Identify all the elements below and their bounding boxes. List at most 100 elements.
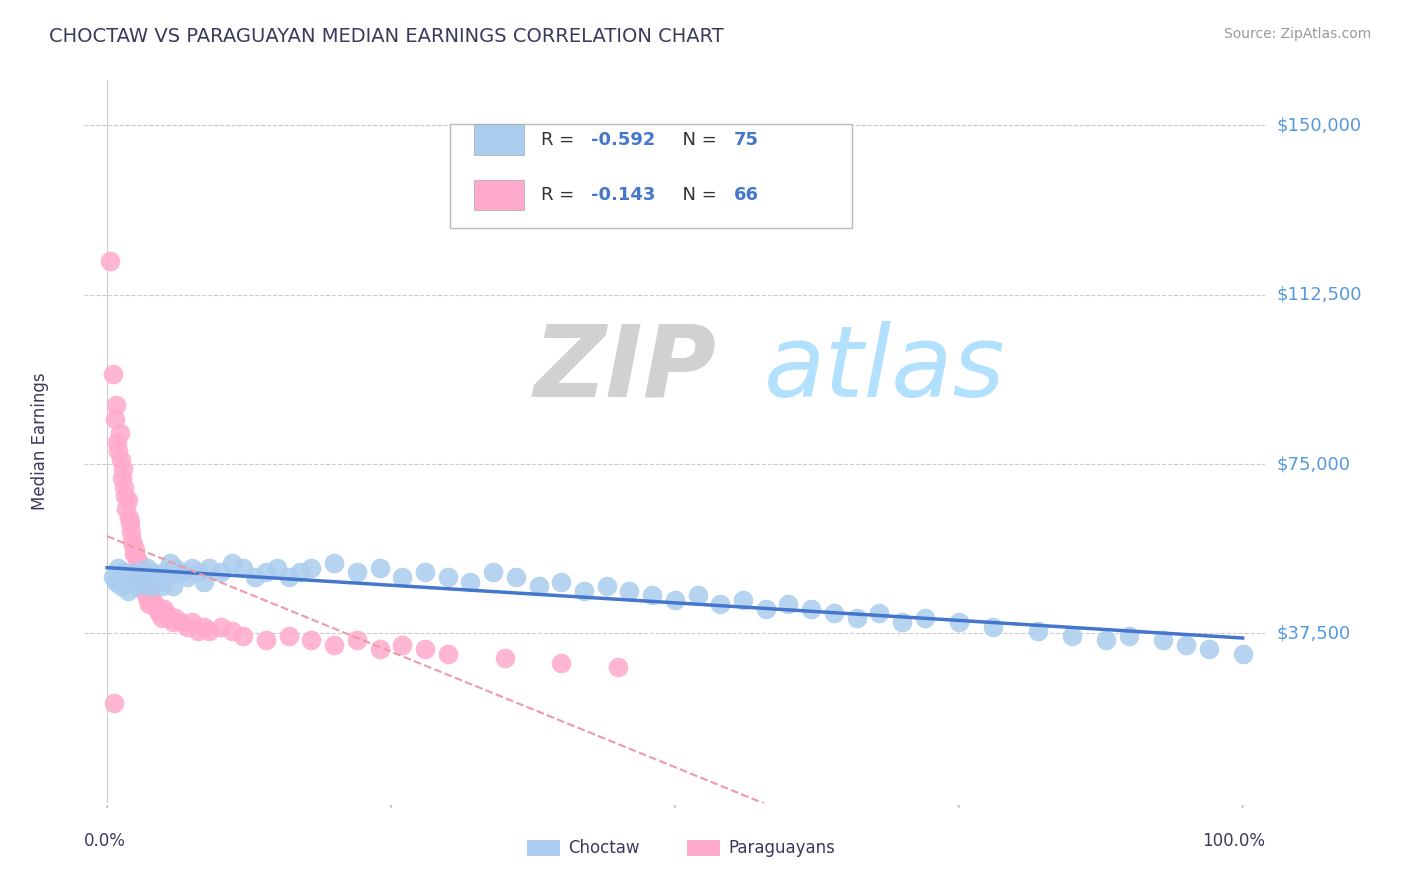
Point xyxy=(187,566,209,580)
Bar xyxy=(527,839,561,855)
Point xyxy=(124,548,146,562)
Point xyxy=(346,633,368,648)
Point xyxy=(107,561,129,575)
Point xyxy=(1118,629,1140,643)
Point xyxy=(948,615,970,630)
Point xyxy=(118,511,141,525)
Point xyxy=(436,570,458,584)
Point xyxy=(800,601,823,615)
Point xyxy=(209,620,232,634)
Point xyxy=(143,570,166,584)
Point xyxy=(981,620,1004,634)
Point xyxy=(266,561,288,575)
Point xyxy=(823,606,845,620)
FancyBboxPatch shape xyxy=(450,124,852,228)
Text: R =: R = xyxy=(541,130,581,149)
Point xyxy=(139,579,162,593)
Bar xyxy=(474,180,523,211)
Point xyxy=(165,610,187,624)
Point xyxy=(709,597,731,611)
Point xyxy=(1095,633,1118,648)
Text: N =: N = xyxy=(671,186,723,204)
Point xyxy=(153,566,176,580)
Point xyxy=(165,561,187,575)
Point xyxy=(686,588,709,602)
Point xyxy=(731,592,754,607)
Point xyxy=(368,561,391,575)
Point xyxy=(482,566,505,580)
Point xyxy=(181,615,204,630)
Point xyxy=(641,588,664,602)
Point xyxy=(118,570,141,584)
Point xyxy=(596,579,619,593)
Point xyxy=(1062,629,1084,643)
Text: 66: 66 xyxy=(734,186,759,204)
Point xyxy=(127,579,149,593)
Point xyxy=(550,574,572,589)
Point xyxy=(121,533,143,548)
Point xyxy=(1232,647,1254,661)
Point xyxy=(124,566,146,580)
Point xyxy=(105,434,128,449)
Point xyxy=(129,570,152,584)
Point xyxy=(141,592,163,607)
Point xyxy=(346,566,368,580)
Point xyxy=(778,597,800,611)
Point xyxy=(118,516,141,530)
Point xyxy=(120,524,142,539)
Point xyxy=(101,570,124,584)
Point xyxy=(117,583,139,598)
Text: N =: N = xyxy=(671,130,723,149)
Point xyxy=(150,610,173,624)
Point xyxy=(619,583,641,598)
Point xyxy=(135,579,157,593)
Point xyxy=(607,660,630,674)
Point xyxy=(135,588,157,602)
Point xyxy=(664,592,686,607)
Point xyxy=(100,253,122,268)
Point xyxy=(107,443,129,458)
Point xyxy=(148,574,170,589)
Point xyxy=(129,574,152,589)
Point xyxy=(1198,642,1220,657)
Point xyxy=(141,566,163,580)
Text: R =: R = xyxy=(541,186,581,204)
Text: $37,500: $37,500 xyxy=(1277,624,1351,642)
Point xyxy=(146,601,169,615)
Point xyxy=(135,561,157,575)
Point xyxy=(193,620,215,634)
Text: atlas: atlas xyxy=(763,321,1005,417)
Point xyxy=(143,597,166,611)
Text: Source: ZipAtlas.com: Source: ZipAtlas.com xyxy=(1223,27,1371,41)
Point xyxy=(111,470,134,484)
Point xyxy=(138,597,160,611)
Point xyxy=(505,570,527,584)
Point xyxy=(132,574,155,589)
Text: $150,000: $150,000 xyxy=(1277,117,1361,135)
Point xyxy=(153,601,176,615)
Point xyxy=(105,398,128,412)
Text: 0.0%: 0.0% xyxy=(84,831,127,850)
Point xyxy=(170,566,193,580)
Bar xyxy=(686,839,720,855)
Point xyxy=(181,561,204,575)
Point xyxy=(108,425,131,440)
Point xyxy=(176,570,198,584)
Point xyxy=(148,606,170,620)
Text: ZIP: ZIP xyxy=(533,321,716,417)
Point xyxy=(301,561,323,575)
Point xyxy=(155,570,177,584)
Point xyxy=(232,629,254,643)
Point xyxy=(494,651,516,665)
Point xyxy=(1026,624,1049,639)
Point xyxy=(527,579,550,593)
Point xyxy=(232,561,254,575)
Point xyxy=(891,615,914,630)
Point xyxy=(198,561,221,575)
Point xyxy=(159,610,181,624)
Point xyxy=(243,570,266,584)
Point xyxy=(103,697,125,711)
Point xyxy=(124,542,146,557)
Point xyxy=(114,489,136,503)
Point xyxy=(1174,638,1197,652)
